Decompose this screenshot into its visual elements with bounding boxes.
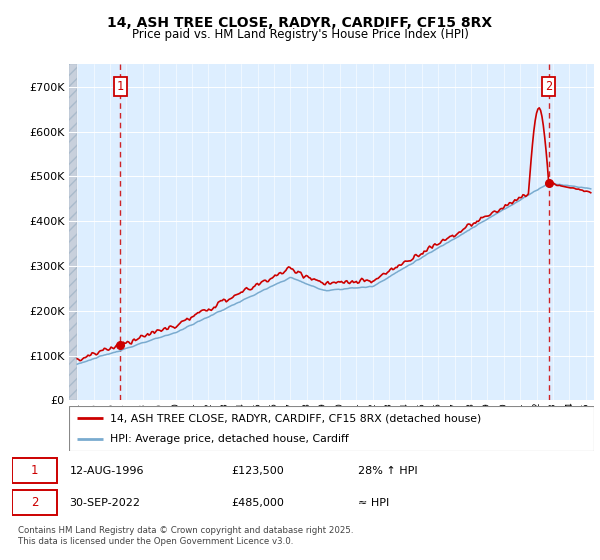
FancyBboxPatch shape [12,491,57,515]
Text: 14, ASH TREE CLOSE, RADYR, CARDIFF, CF15 8RX (detached house): 14, ASH TREE CLOSE, RADYR, CARDIFF, CF15… [110,413,481,423]
Text: 1: 1 [31,464,38,477]
Text: 1: 1 [116,80,124,93]
Text: 2: 2 [545,80,553,93]
Text: 30-SEP-2022: 30-SEP-2022 [70,498,140,507]
Text: Price paid vs. HM Land Registry's House Price Index (HPI): Price paid vs. HM Land Registry's House … [131,28,469,41]
Text: £123,500: £123,500 [231,465,284,475]
Bar [69,64,77,400]
Text: Contains HM Land Registry data © Crown copyright and database right 2025.
This d: Contains HM Land Registry data © Crown c… [18,526,353,546]
FancyBboxPatch shape [12,458,57,483]
FancyBboxPatch shape [69,406,594,451]
Text: HPI: Average price, detached house, Cardiff: HPI: Average price, detached house, Card… [110,433,349,444]
Text: ≈ HPI: ≈ HPI [358,498,389,507]
Text: 14, ASH TREE CLOSE, RADYR, CARDIFF, CF15 8RX: 14, ASH TREE CLOSE, RADYR, CARDIFF, CF15… [107,16,493,30]
Text: £485,000: £485,000 [231,498,284,507]
Text: 2: 2 [31,496,38,509]
Text: 12-AUG-1996: 12-AUG-1996 [70,465,144,475]
Text: 28% ↑ HPI: 28% ↑ HPI [358,465,417,475]
